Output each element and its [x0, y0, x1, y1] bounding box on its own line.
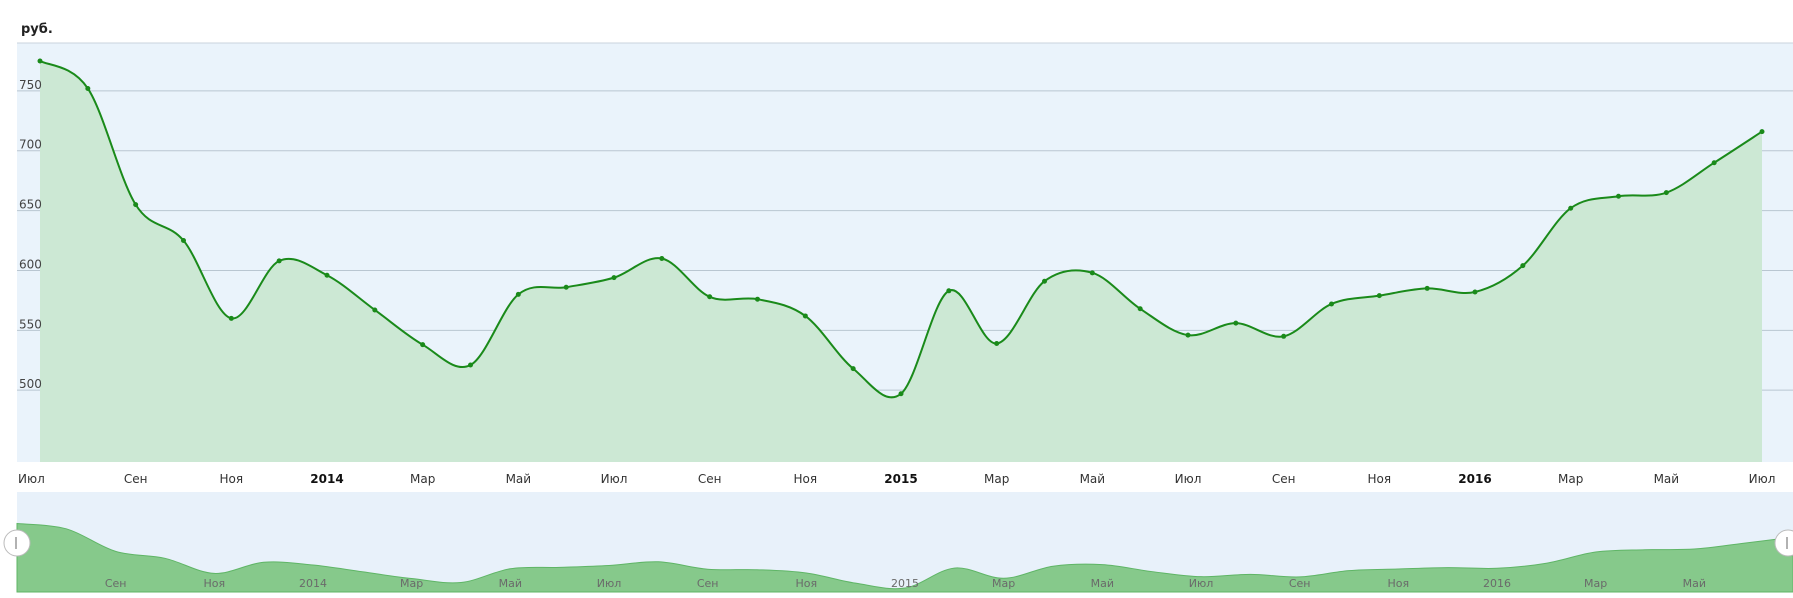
navigator-tick-label: 2015: [891, 577, 919, 590]
series-line: [39, 60, 1763, 399]
x-tick-label: Сен: [124, 472, 148, 486]
y-tick-label: 750: [19, 78, 42, 92]
data-point[interactable]: [1329, 301, 1334, 307]
navigator-tick-label: Июл: [597, 577, 622, 590]
x-tick-label: Май: [506, 472, 532, 486]
data-point[interactable]: [850, 366, 856, 372]
y-tick-label: 600: [19, 257, 42, 271]
navigator-right-handle[interactable]: [1774, 529, 1793, 557]
navigator-tick-label: Сен: [697, 577, 719, 590]
x-tick-label: 2015: [884, 472, 917, 486]
x-tick-label: Июл: [18, 472, 45, 486]
area-fill: [40, 60, 1762, 462]
data-point[interactable]: [1424, 285, 1430, 291]
navigator-tick-label: Мар: [1584, 577, 1607, 590]
x-tick-label: Июл: [1749, 472, 1776, 486]
data-point[interactable]: [324, 272, 330, 278]
x-tick-label: Мар: [410, 472, 435, 486]
data-point[interactable]: [802, 313, 808, 319]
data-point[interactable]: [1233, 320, 1239, 326]
data-point[interactable]: [1711, 160, 1717, 166]
data-point[interactable]: [1616, 193, 1621, 199]
data-point[interactable]: [37, 58, 43, 64]
data-point[interactable]: [515, 291, 521, 297]
x-tick-label: Сен: [1272, 472, 1296, 486]
data-point[interactable]: [1281, 333, 1287, 339]
data-point[interactable]: [994, 340, 1000, 346]
data-point[interactable]: [946, 288, 952, 294]
y-tick-label: 500: [19, 377, 42, 391]
data-point[interactable]: [1759, 129, 1765, 135]
x-tick-label: 2016: [1458, 472, 1491, 486]
data-point[interactable]: [276, 258, 282, 264]
x-tick-label: Июл: [601, 472, 628, 486]
navigator-series: [16, 522, 1793, 593]
area-series: [39, 60, 1763, 462]
data-point[interactable]: [1185, 332, 1191, 338]
navigator-area: [16, 522, 1793, 593]
navigator-tick-label: 2016: [1483, 577, 1511, 590]
data-point[interactable]: [1376, 293, 1382, 299]
x-tick-label: Ноя: [794, 472, 818, 486]
x-tick-label: Май: [1654, 472, 1680, 486]
navigator-left-handle[interactable]: [3, 529, 31, 557]
x-tick-label: Сен: [698, 472, 722, 486]
navigator-ticks: Сен Ноя 2014 Мар Май Июл Сен Ноя 2015 Мар Май Июл Се…: [105, 577, 1706, 590]
data-point[interactable]: [1089, 270, 1095, 276]
y-tick-label: 700: [19, 138, 42, 152]
x-tick-label: Мар: [1558, 472, 1583, 486]
data-point[interactable]: [420, 342, 426, 348]
data-point[interactable]: [372, 307, 378, 313]
y-axis-unit-label: руб.: [21, 22, 53, 37]
data-point[interactable]: [659, 255, 665, 261]
x-tick-label: Июл: [1175, 472, 1202, 486]
data-point[interactable]: [1520, 263, 1526, 269]
y-tick-label: 550: [19, 317, 42, 331]
x-tick-label: 2014: [310, 472, 343, 486]
x-tick-label: Ноя: [1368, 472, 1392, 486]
navigator-tick-label: Июл: [1189, 577, 1214, 590]
y-tick-label: 650: [19, 198, 42, 212]
navigator-tick-label: Сен: [1289, 577, 1311, 590]
navigator-tick-label: Май: [499, 577, 522, 590]
data-point[interactable]: [755, 296, 760, 302]
navigator[interactable]: Сен Ноя 2014 Мар Май Июл Сен Ноя 2015 Мар Май Июл Се…: [3, 492, 1793, 593]
data-point[interactable]: [1568, 205, 1574, 211]
y-axis-ticks: 500 550 600 650 700 750: [19, 78, 42, 391]
navigator-tick-label: Мар: [400, 577, 423, 590]
data-point[interactable]: [611, 275, 617, 281]
data-point[interactable]: [1137, 306, 1143, 312]
navigator-tick-label: Май: [1091, 577, 1114, 590]
navigator-tick-label: Май: [1683, 577, 1706, 590]
data-point[interactable]: [563, 284, 569, 290]
navigator-tick-label: Мар: [992, 577, 1015, 590]
navigator-tick-label: 2014: [299, 577, 327, 590]
navigator-tick-label: Сен: [105, 577, 127, 590]
data-point[interactable]: [181, 238, 186, 244]
data-point[interactable]: [228, 315, 234, 321]
data-point[interactable]: [898, 391, 904, 397]
x-axis-ticks: Июл Сен Ноя 2014 Мар Май Июл Сен Ноя 2015 Мар Май Ию…: [18, 472, 1775, 486]
navigator-tick-label: Ноя: [1388, 577, 1410, 590]
navigator-tick-label: Ноя: [796, 577, 818, 590]
data-point[interactable]: [133, 202, 139, 208]
data-point[interactable]: [1042, 278, 1047, 284]
data-point[interactable]: [85, 85, 91, 91]
data-point[interactable]: [1663, 190, 1669, 196]
x-tick-label: Мар: [984, 472, 1009, 486]
data-point[interactable]: [1472, 289, 1478, 295]
navigator-tick-label: Ноя: [204, 577, 226, 590]
data-point[interactable]: [468, 362, 473, 368]
x-tick-label: Ноя: [220, 472, 244, 486]
x-tick-label: Май: [1080, 472, 1106, 486]
data-point[interactable]: [707, 294, 713, 300]
data-points: [37, 58, 1765, 397]
